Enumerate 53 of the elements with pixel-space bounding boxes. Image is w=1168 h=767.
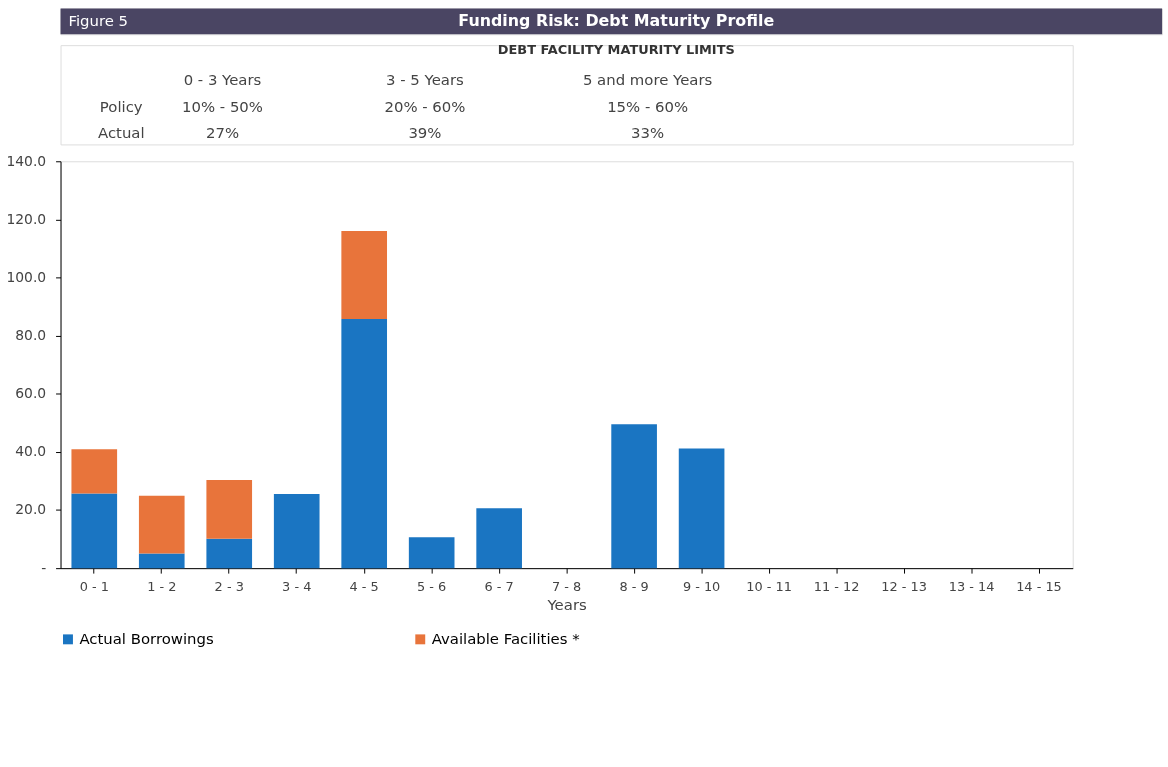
x-tick-label: 6 - 7	[484, 579, 514, 595]
x-tick-label: 8 - 9	[619, 579, 649, 595]
text: 3 - 5 Years	[386, 70, 465, 89]
bar	[341, 319, 388, 569]
bar	[206, 538, 253, 569]
y-tick-label: 140.0	[6, 152, 47, 169]
text: 10% - 50%	[182, 97, 263, 116]
y-tick-label: 40.0	[15, 443, 47, 460]
x-tick-label: 13 - 14	[948, 579, 995, 595]
chart-subtitle: DEBT FACILITY MATURITY LIMITS	[497, 42, 735, 58]
x-tick-label: 2 - 3	[214, 579, 244, 595]
x-tick-label: 0 - 1	[79, 579, 109, 595]
y-tick-label: -	[41, 559, 47, 576]
legend-label: Available Facilities *	[431, 630, 580, 649]
x-axis-title: Years	[546, 596, 587, 615]
x-tick-label: 7 - 8	[552, 579, 582, 595]
text: 39%	[408, 124, 442, 143]
text: Actual	[97, 124, 145, 143]
x-tick-label: 10 - 11	[746, 579, 792, 595]
x-tick-label: 9 - 10	[682, 579, 721, 595]
y-tick-label: 100.0	[6, 268, 47, 285]
text: 33%	[631, 124, 665, 143]
x-tick-label: 3 - 4	[282, 579, 312, 595]
x-tick-label: 1 - 2	[147, 579, 177, 595]
bar	[678, 448, 725, 569]
bar	[341, 231, 388, 320]
y-tick-label: 20.0	[15, 501, 47, 518]
text: 0 - 3 Years	[183, 70, 262, 89]
x-tick-label: 5 - 6	[417, 579, 447, 595]
x-tick-label: 14 - 15	[1016, 579, 1062, 595]
bar	[476, 508, 522, 569]
bar	[138, 553, 185, 569]
text: 20% - 60%	[384, 97, 466, 116]
x-tick-label: 12 - 13	[881, 579, 927, 595]
x-tick-label: 11 - 12	[813, 579, 860, 595]
bar	[71, 493, 118, 569]
text: 15% - 60%	[607, 97, 689, 116]
text: 27%	[205, 124, 240, 143]
bar	[138, 495, 185, 554]
caption: Figure 5	[68, 12, 129, 31]
y-tick-label: 120.0	[6, 210, 47, 227]
bar	[273, 494, 320, 569]
text: 5 and more Years	[582, 70, 713, 89]
chart-title: Funding Risk: Debt Maturity Profile	[458, 11, 775, 31]
legend-label: Actual Borrowings	[79, 630, 214, 649]
x-tick-label: 4 - 5	[349, 579, 379, 595]
text: Policy	[99, 97, 143, 116]
bar	[206, 480, 253, 539]
bar	[408, 537, 455, 569]
bar	[611, 424, 657, 569]
y-tick-label: 80.0	[15, 327, 47, 344]
bar	[71, 449, 118, 494]
y-tick-label: 60.0	[15, 385, 47, 402]
